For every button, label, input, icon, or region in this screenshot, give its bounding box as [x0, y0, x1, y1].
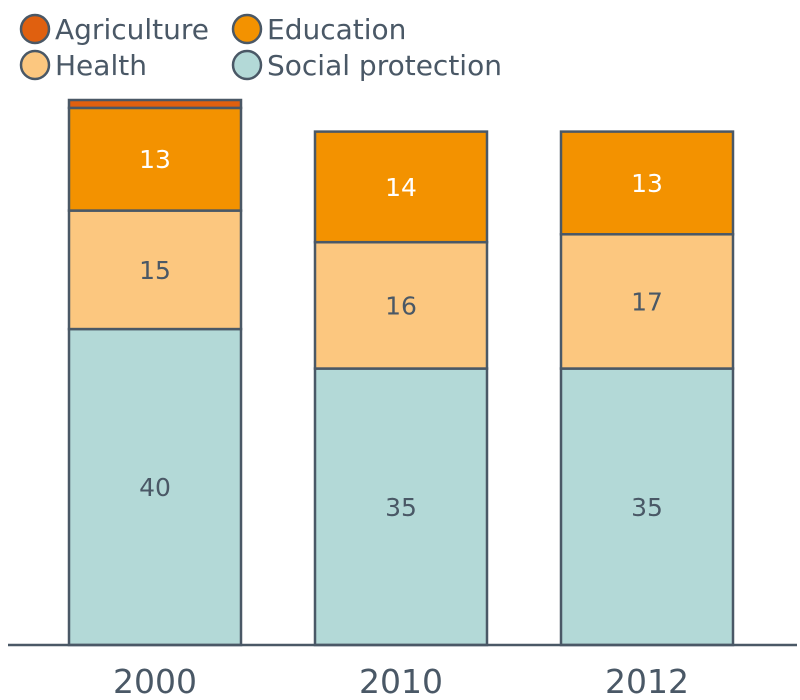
data-label: 15: [139, 256, 171, 285]
data-label: 40: [139, 473, 171, 502]
data-label: 35: [385, 493, 417, 522]
bar-segment-social-protection-2000: [67, 327, 243, 647]
bar-segment-social-protection-2012: [559, 367, 735, 647]
bar-segment-social-protection-2010: [313, 367, 489, 647]
data-label: 13: [631, 169, 663, 198]
legend-swatch: [231, 13, 263, 45]
bar-segment-agriculture-2000: [67, 98, 243, 110]
x-tick-label: 2010: [359, 662, 443, 700]
data-label: 13: [139, 145, 171, 174]
legend-label: Health: [55, 49, 147, 82]
data-label: 14: [385, 173, 417, 202]
data-label: 17: [631, 287, 663, 316]
data-label: 35: [631, 493, 663, 522]
legend-swatch: [19, 49, 51, 81]
bars-group: [67, 98, 735, 647]
bar-segment-health-2000: [67, 209, 243, 331]
legend-label: Social protection: [267, 49, 502, 82]
legend-label: Education: [267, 13, 406, 46]
legend: Agriculture Education Health Social protect…: [19, 13, 502, 82]
x-tick-label: 2000: [113, 662, 197, 700]
legend-label: Agriculture: [55, 13, 209, 46]
bar-segment-education-2012: [559, 130, 735, 236]
bar-segment-health-2012: [559, 233, 735, 370]
legend-swatch: [19, 13, 51, 45]
x-tick-label: 2012: [605, 662, 689, 700]
bar-segment-education-2010: [313, 130, 489, 244]
data-label: 16: [385, 291, 417, 320]
legend-swatch: [231, 49, 263, 81]
